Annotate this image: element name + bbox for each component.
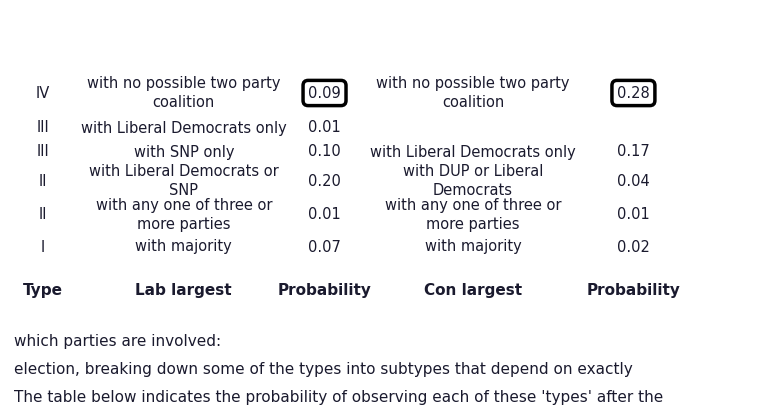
Text: Probability: Probability [278, 283, 371, 298]
Text: with no possible two party
coalition: with no possible two party coalition [376, 76, 570, 110]
Text: with Liberal Democrats only: with Liberal Democrats only [370, 145, 576, 160]
Text: with majority: with majority [425, 240, 522, 255]
Text: with any one of three or
more parties: with any one of three or more parties [95, 198, 272, 232]
Text: Type: Type [23, 283, 63, 298]
Text: III: III [37, 145, 49, 160]
Text: IV: IV [36, 86, 50, 100]
Text: with no possible two party
coalition: with no possible two party coalition [87, 76, 281, 110]
Text: with SNP only: with SNP only [134, 145, 234, 160]
Text: Lab largest: Lab largest [135, 283, 232, 298]
Text: II: II [39, 173, 47, 189]
Text: with Liberal Democrats or
SNP: with Liberal Democrats or SNP [89, 163, 278, 199]
Text: election, breaking down some of the types into subtypes that depend on exactly: election, breaking down some of the type… [14, 362, 633, 377]
Text: with DUP or Liberal
Democrats: with DUP or Liberal Democrats [403, 163, 543, 199]
Text: 0.20: 0.20 [308, 173, 341, 189]
Text: 0.09: 0.09 [308, 86, 341, 100]
Text: with Liberal Democrats only: with Liberal Democrats only [81, 120, 287, 135]
Text: with any one of three or
more parties: with any one of three or more parties [385, 198, 561, 232]
Text: with majority: with majority [135, 240, 232, 255]
Text: 0.02: 0.02 [617, 240, 650, 255]
Text: 0.10: 0.10 [308, 145, 341, 160]
Text: 0.01: 0.01 [308, 120, 341, 135]
Text: 0.07: 0.07 [308, 240, 341, 255]
Text: 0.04: 0.04 [617, 173, 650, 189]
Text: 0.28: 0.28 [617, 86, 650, 100]
Text: Probability: Probability [586, 283, 680, 298]
Text: which parties are involved:: which parties are involved: [14, 334, 221, 349]
Text: 0.01: 0.01 [308, 207, 341, 222]
Text: 0.01: 0.01 [617, 207, 650, 222]
Text: III: III [37, 120, 49, 135]
Text: The table below indicates the probability of observing each of these 'types' aft: The table below indicates the probabilit… [14, 390, 663, 405]
Text: 0.17: 0.17 [617, 145, 650, 160]
Text: Con largest: Con largest [424, 283, 522, 298]
Text: II: II [39, 207, 47, 222]
Text: I: I [41, 240, 45, 255]
